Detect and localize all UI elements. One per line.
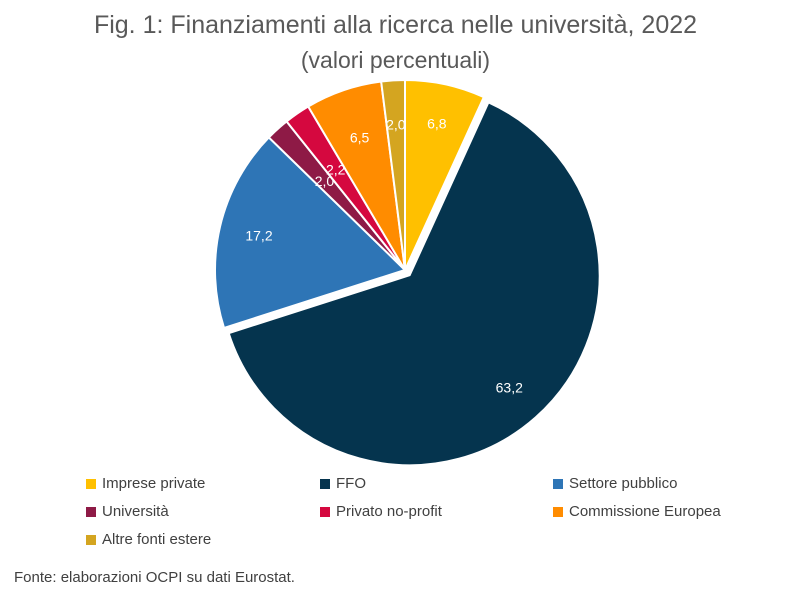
pie-slice-altre-fonti-estere (380, 78, 406, 271)
legend-label: Università (102, 503, 169, 520)
legend-swatch (86, 478, 96, 489)
legend-swatch (320, 478, 330, 489)
legend-label: Commissione Europea (569, 503, 721, 520)
source-note: Fonte: elaborazioni OCPI su dati Eurosta… (14, 569, 295, 586)
pie-slice-settore-pubblico (214, 136, 407, 330)
legend-item: Altre fonti estere (86, 531, 211, 548)
legend-item: FFO (320, 475, 366, 492)
legend-label: Settore pubblico (569, 475, 678, 492)
legend-item: Commissione Europea (553, 503, 721, 520)
data-label: 17,2 (245, 228, 272, 244)
legend-label: Altre fonti estere (102, 531, 212, 548)
legend-label: FFO (336, 475, 366, 492)
legend-label: Privato no-profit (336, 503, 442, 520)
data-label: 2,0 (386, 116, 406, 132)
legend-swatch (553, 478, 563, 489)
legend-item: Imprese private (86, 475, 205, 492)
legend-item: Settore pubblico (553, 475, 677, 492)
chart-title: Fig. 1: Finanziamenti alla ricerca nelle… (93, 11, 698, 39)
legend-swatch (553, 506, 563, 517)
chart-subtitle: (valori percentuali) (300, 47, 491, 73)
pie-chart: 6,863,217,22,02,26,52,0 (214, 78, 601, 467)
data-label: 6,8 (427, 115, 447, 131)
legend-swatch (86, 506, 96, 517)
legend-item: Privato no-profit (320, 503, 442, 520)
data-label: 6,5 (350, 130, 370, 146)
legend-swatch (86, 534, 96, 545)
legend-item: Università (86, 503, 169, 520)
data-label: 2,2 (326, 162, 346, 178)
pie-slice-ffo (227, 101, 601, 467)
data-label: 63,2 (496, 379, 523, 395)
legend-label: Imprese private (102, 475, 206, 492)
data-label: 2,0 (315, 173, 335, 189)
legend-swatch (320, 506, 330, 517)
